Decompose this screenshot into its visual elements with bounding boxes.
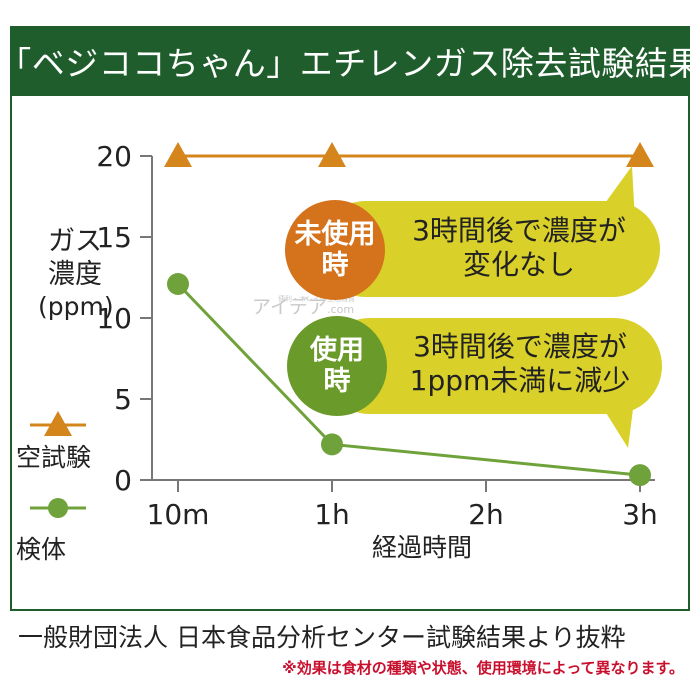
- y-axis-label-line2: 濃度: [48, 258, 102, 290]
- callout-used-badge: 使用時: [287, 316, 387, 416]
- y-axis-label: ガス 濃度 (ppm): [38, 226, 114, 322]
- watermark-text: アイデア: [252, 296, 328, 318]
- y-axis-unit: (ppm): [38, 291, 114, 321]
- watermark-domain: .com: [327, 303, 355, 316]
- legend-label-sample: 検体: [16, 535, 67, 564]
- callout-unused-badge-line1: 未使用: [294, 218, 376, 250]
- callout-unused-text: 3時間後で濃度が 変化なし: [388, 214, 650, 281]
- source-note: 一般財団法人 日本食品分析センター試験結果より抜粋: [18, 623, 626, 652]
- callout-used-badge-line2: 時: [323, 366, 351, 397]
- legend-label-blank-test: 空試験: [16, 443, 92, 472]
- x-axis-label: 経過時間: [372, 533, 473, 562]
- chart-frame: [10, 96, 690, 611]
- disclaimer-note: ※効果は食材の種類や状態、使用環境によって異なります。: [282, 659, 684, 677]
- watermark-logo: アイデア.com: [252, 292, 354, 319]
- callout-unused-text-line2: 変化なし: [462, 247, 575, 281]
- callout-unused-badge-line2: 時: [321, 250, 349, 281]
- watermark-tagline: 便利・キレイの生活雑貨: [278, 295, 355, 303]
- callout-used-text-line1: 3時間後で濃度が: [413, 330, 627, 363]
- callout-used-text: 3時間後で濃度が 1ppm未満に減少: [388, 330, 652, 397]
- callout-unused-badge: 未使用時: [285, 200, 385, 300]
- y-axis-label-line1: ガス: [48, 226, 102, 257]
- callout-used-badge-line1: 使用: [310, 334, 364, 366]
- chart-title: 「ベジココちゃん」エチレンガス除去試験結果: [0, 26, 700, 96]
- callout-unused-text-line1: 3時間後で濃度が: [412, 214, 626, 247]
- callout-used-text-line2: 1ppm未満に減少: [409, 363, 631, 397]
